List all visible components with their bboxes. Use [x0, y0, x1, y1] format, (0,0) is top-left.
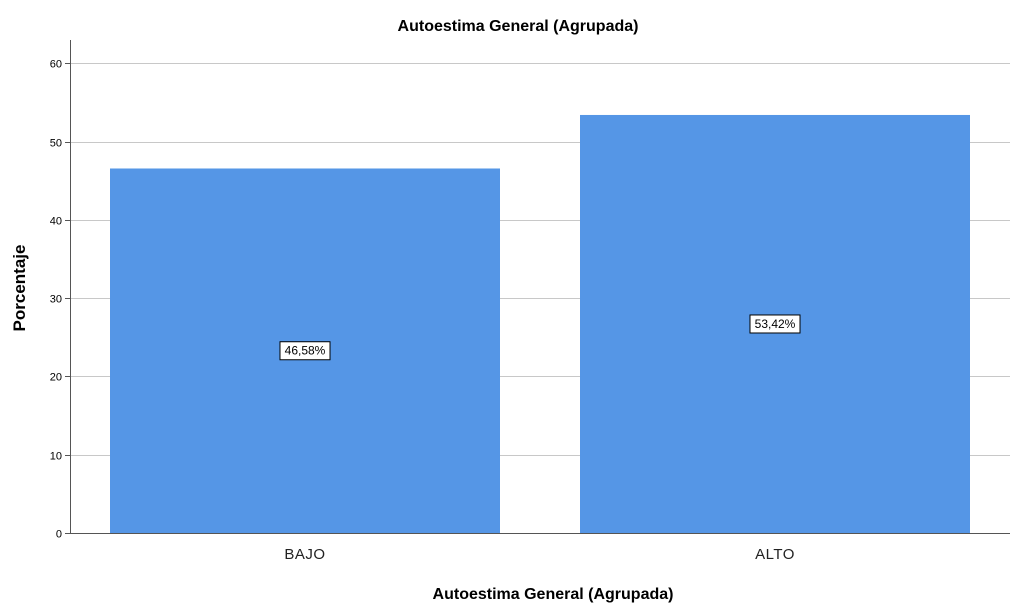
data-labels: 46,58% 53,42%	[279, 314, 801, 361]
data-label-text: 46,58%	[285, 344, 326, 358]
y-tick-label: 60	[50, 59, 62, 71]
x-tick-labels: BAJO ALTO	[284, 546, 794, 563]
x-tick-label: ALTO	[755, 546, 795, 563]
y-tick-label: 0	[56, 529, 62, 541]
data-label-box	[279, 341, 331, 361]
x-tick-label: BAJO	[284, 546, 325, 563]
y-tick-label: 10	[50, 451, 62, 463]
data-label: 53,42%	[749, 314, 801, 334]
y-tick-labels: 0 10 20 30 40 50 60	[50, 59, 62, 541]
y-axis-label: Porcentaje	[10, 245, 29, 332]
y-tick-label: 40	[50, 216, 62, 228]
data-label-text: 53,42%	[755, 317, 796, 331]
y-tick-label: 30	[50, 294, 62, 306]
chart-title: Autoestima General (Agrupada)	[398, 18, 639, 35]
y-tick-label: 50	[50, 138, 62, 150]
y-tick-label: 20	[50, 372, 62, 384]
x-axis-label: Autoestima General (Agrupada)	[433, 586, 674, 603]
bars	[110, 114, 970, 534]
axes	[65, 40, 1010, 534]
data-label: 46,58%	[279, 341, 331, 361]
data-label-box	[749, 314, 801, 334]
